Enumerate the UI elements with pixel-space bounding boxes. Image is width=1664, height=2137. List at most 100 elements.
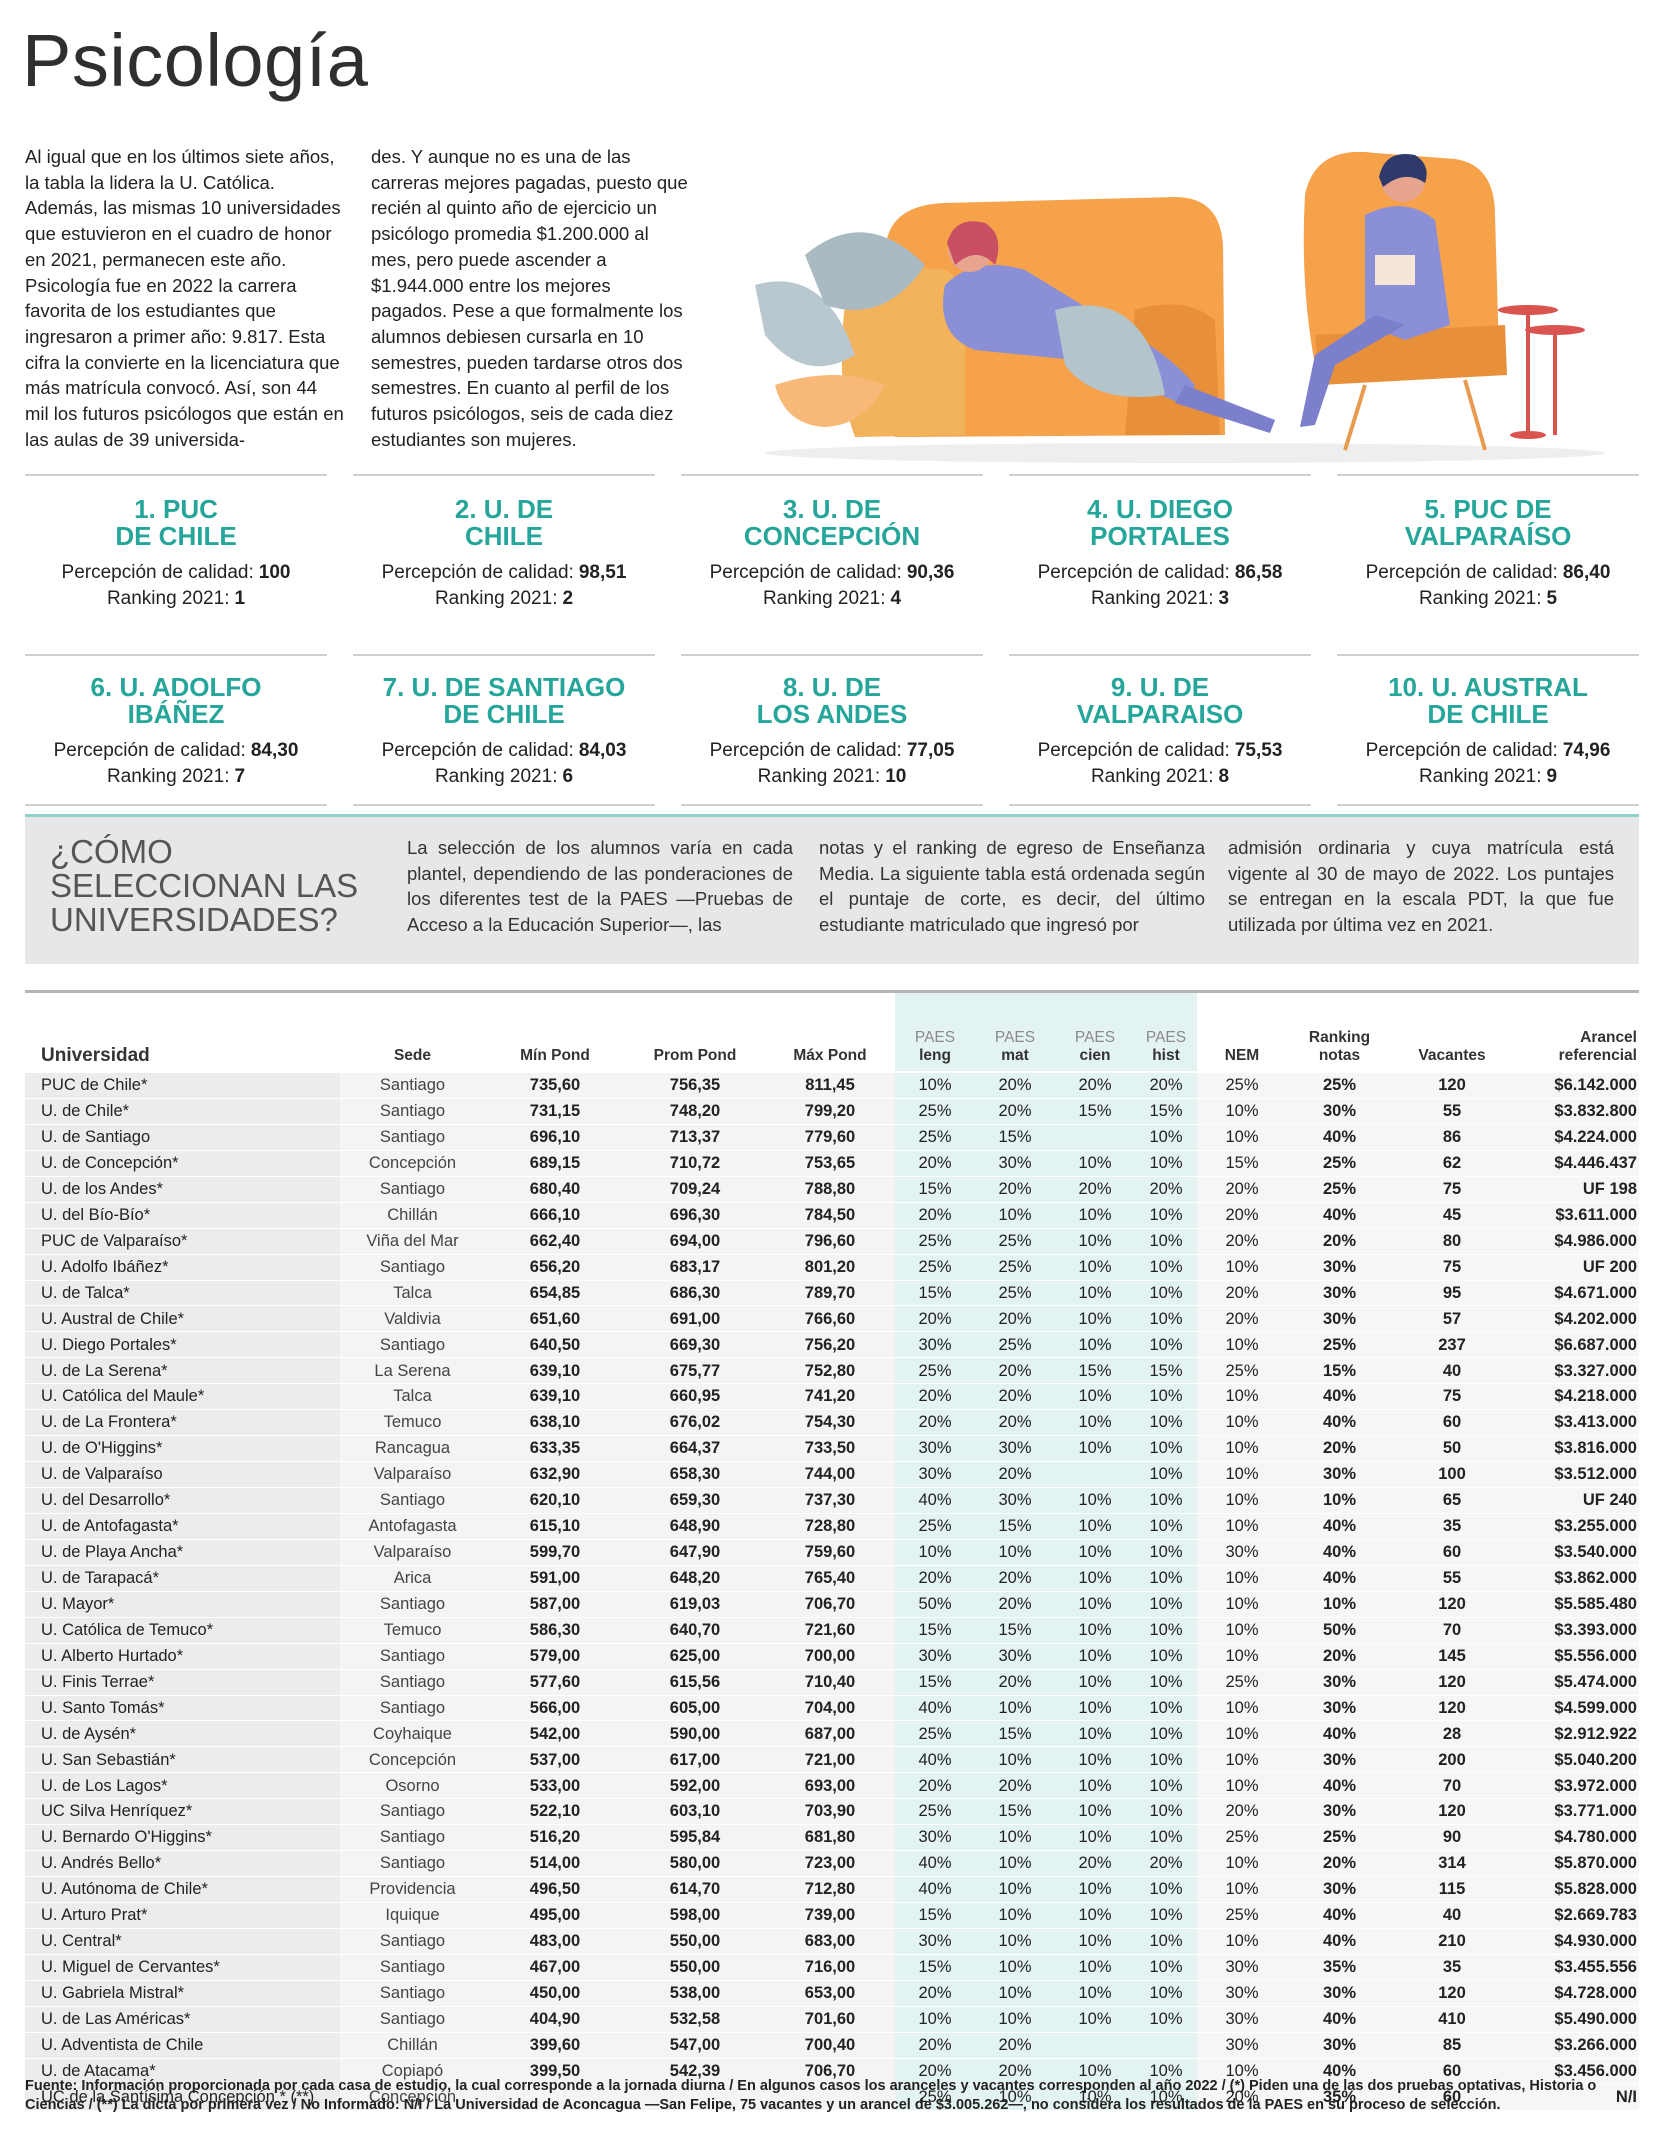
table-cell: 619,03	[625, 1591, 765, 1618]
table-cell: Viña del Mar	[340, 1228, 485, 1255]
column-header: Universidad	[25, 991, 340, 1073]
table-cell: 550,00	[625, 1954, 765, 1981]
table-cell: 70	[1392, 1617, 1512, 1644]
table-cell: 10%	[1055, 1980, 1135, 2007]
table-cell: 788,80	[765, 1176, 895, 1203]
table-cell: 10%	[1135, 1902, 1197, 1929]
table-cell: 60	[1392, 2084, 1512, 2111]
table-cell: Iquique	[340, 1902, 485, 1929]
table-cell: 57	[1392, 1305, 1512, 1333]
table-cell: 779,60	[765, 1124, 895, 1151]
table-cell: 30%	[1197, 1539, 1287, 1566]
table-cell: U. de Los Lagos*	[25, 1772, 340, 1800]
quality-value: 75,53	[1234, 740, 1283, 761]
column-header-line: Sede	[393, 1047, 432, 1064]
table-cell: U. Central*	[25, 1928, 340, 1955]
table-cell: U. Autónoma de Chile*	[25, 1876, 340, 1903]
table-cell: U. Bernardo O'Higgins*	[25, 1824, 340, 1852]
table-cell: 10%	[975, 1746, 1055, 1774]
table-cell: U. de Playa Ancha*	[25, 1539, 340, 1566]
table-cell: 10%	[1055, 1254, 1135, 1281]
table-cell: 25%	[1287, 1824, 1392, 1852]
table-cell: $4.599.000	[1512, 1695, 1639, 1722]
table-cell: Santiago	[340, 1954, 485, 1981]
table-cell: 120	[1392, 1072, 1512, 1099]
ranking-value: 10	[885, 766, 907, 787]
table-row: U. de Aysén* Coyhaique 542,00 590,00 687,00 2…	[25, 1720, 1639, 1748]
ranking-card: 7. U. DE SANTIAGO DE CHILE Percepción de c…	[353, 654, 655, 806]
ranking-label: Ranking 2021:	[434, 766, 558, 787]
ranking-name-line: DE CHILE	[443, 699, 565, 729]
table-cell: 40%	[1287, 2058, 1392, 2085]
table-cell: 50%	[1287, 1617, 1392, 1644]
table-cell: 598,00	[625, 1902, 765, 1929]
selection-paragraph: admisión ordinaria y cuya matrícula está…	[1228, 837, 1614, 935]
quality-line: Percepción de calidad: 77,05	[681, 738, 983, 764]
table-cell: U. Adolfo Ibáñez*	[25, 1254, 340, 1281]
table-cell: 683,00	[765, 1928, 895, 1955]
table-cell: 25%	[1287, 1072, 1392, 1099]
table-cell: 10%	[1055, 2084, 1135, 2111]
ranking-card: 9. U. DE VALPARAISO Percepción de calidad:…	[1009, 654, 1311, 806]
table-cell: 765,40	[765, 1565, 895, 1592]
table-cell: 10%	[1197, 2058, 1287, 2085]
ranking-name-line: IBÁÑEZ	[127, 699, 225, 729]
selection-box: ¿CÓMO SELECCIONAN LAS UNIVERSIDADES? La se…	[25, 814, 1639, 964]
ranking-card: 6. U. ADOLFO IBÁÑEZ Percepción de calidad:…	[25, 654, 327, 806]
table-row: U. del Bío-Bío* Chillán 666,10 696,30 784,50…	[25, 1202, 1639, 1229]
table-cell: 10%	[975, 1902, 1055, 1929]
ranking-name-line: 2. U. DE	[454, 494, 554, 524]
table-cell: 801,20	[765, 1254, 895, 1281]
table-row: U. de Concepción* Concepción 689,15 710,72 7…	[25, 1150, 1639, 1177]
table-cell: 10%	[1055, 1720, 1135, 1748]
table-cell: 75	[1392, 1254, 1512, 1281]
table-cell: 709,24	[625, 1176, 765, 1203]
table-row: U. Adolfo Ibáñez* Santiago 656,20 683,17 801…	[25, 1254, 1639, 1281]
table-cell: 55	[1392, 1098, 1512, 1125]
ranking-name: 4. U. DIEGO PORTALES	[1009, 496, 1311, 550]
ranking-name-line: CONCEPCIÓN	[743, 521, 921, 551]
table-cell: $3.327.000	[1512, 1357, 1639, 1385]
table-cell: 20%	[975, 1072, 1055, 1099]
table-cell: 10%	[1055, 1954, 1135, 1981]
table-cell: 20%	[975, 1357, 1055, 1385]
table-cell: 496,50	[485, 1876, 625, 1903]
table-cell: 20%	[1287, 1643, 1392, 1670]
column-header: Máx Pond	[765, 991, 895, 1073]
quality-value: 77,05	[906, 740, 955, 761]
results-table: Universidad Sede Mín Pond Prom Pond Máx Pond…	[25, 990, 1639, 2111]
ranking-name-line: VALPARAISO	[1076, 699, 1244, 729]
ranking-name-line: DE CHILE	[1427, 699, 1549, 729]
table-cell: 20%	[1287, 1435, 1392, 1463]
table-cell: 30%	[1197, 1980, 1287, 2007]
table-cell: 65	[1392, 1487, 1512, 1514]
table-cell: 10%	[1135, 1280, 1197, 1307]
table-cell: Santiago	[340, 1669, 485, 1696]
table-row: U. Central* Santiago 483,00 550,00 683,00 30%…	[25, 1928, 1639, 1955]
quality-label: Percepción de calidad:	[1037, 562, 1230, 583]
table-cell: 658,30	[625, 1461, 765, 1488]
ranking-line: Ranking 2021: 6	[353, 764, 655, 790]
table-cell: 20%	[895, 1565, 975, 1592]
table-cell: Concepción	[340, 1746, 485, 1774]
table-cell: U. Finis Terrae*	[25, 1669, 340, 1696]
table-row: U. de Las Américas* Santiago 404,90 532,58 7…	[25, 2006, 1639, 2033]
table-cell: 30%	[1287, 2032, 1392, 2059]
table-cell: 748,20	[625, 1098, 765, 1125]
table-cell: 514,00	[485, 1850, 625, 1878]
table-cell: 20%	[1055, 1176, 1135, 1203]
table-cell: 10%	[1197, 1409, 1287, 1437]
table-cell: 40	[1392, 1902, 1512, 1929]
table-cell: Santiago	[340, 1798, 485, 1826]
table-cell: 617,00	[625, 1746, 765, 1774]
table-row: U. de O'Higgins* Rancagua 633,35 664,37 733,…	[25, 1435, 1639, 1463]
table-cell: 50	[1392, 1435, 1512, 1463]
table-cell: 706,70	[765, 1591, 895, 1618]
table-cell: U. San Sebastián*	[25, 1746, 340, 1774]
ranking-value: 9	[1546, 766, 1558, 787]
table-cell: 95	[1392, 1280, 1512, 1307]
table-cell: Santiago	[340, 1643, 485, 1670]
table-cell: 10%	[1135, 1305, 1197, 1333]
table-cell: 10%	[1055, 1669, 1135, 1696]
table-cell: 30%	[1287, 1695, 1392, 1722]
